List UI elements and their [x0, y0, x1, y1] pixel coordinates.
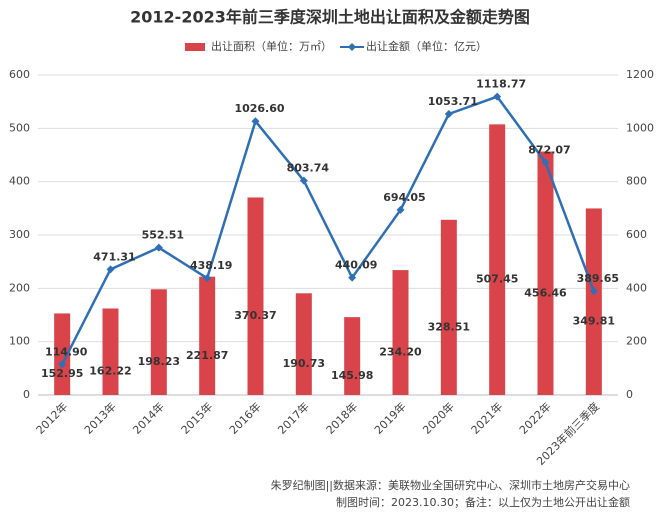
x-tick-label: 2021年: [468, 399, 505, 436]
line-marker: [444, 110, 453, 119]
bar-value-label: 456.46: [524, 286, 567, 299]
x-tick-label: 2014年: [130, 399, 167, 436]
bar: [440, 219, 457, 395]
line-value-label: 1053.71: [428, 95, 478, 108]
line-marker: [396, 205, 405, 214]
y2-tick-label: 0: [626, 388, 633, 401]
bar-value-label: 198.23: [138, 355, 180, 368]
y-tick-label: 200: [9, 281, 30, 294]
y-tick-label: 300: [9, 228, 30, 241]
line-value-label: 872.07: [528, 143, 570, 156]
y-tick-label: 500: [9, 121, 30, 134]
x-tick-label: 2018年: [323, 399, 360, 436]
footnote: 朱罗纪制图||数据来源：美联物业全国研究中心、深圳市土地房产交易中心: [271, 478, 630, 492]
line-value-label: 114.90: [45, 345, 88, 358]
line-value-label: 694.05: [383, 191, 425, 204]
y-tick-label: 600: [9, 68, 30, 81]
line: [61, 95, 596, 365]
y2-tick-label: 1200: [626, 68, 654, 81]
bar-value-label: 221.87: [186, 349, 228, 362]
x-tick-label: 2012年: [33, 399, 70, 436]
x-tick-label: 2013年: [81, 399, 118, 436]
line-marker: [203, 274, 212, 283]
y2-tick-label: 400: [626, 281, 647, 294]
y2-tick-label: 800: [626, 175, 647, 188]
line-value-label: 389.65: [577, 272, 619, 285]
bar: [585, 208, 602, 395]
line-marker: [589, 287, 598, 296]
bar: [489, 124, 506, 396]
bar: [102, 308, 119, 395]
line-marker: [348, 273, 357, 282]
bar-value-label: 328.51: [428, 320, 470, 333]
bar: [150, 289, 167, 395]
y-tick-label: 0: [23, 388, 30, 401]
x-tick-label: 2017年: [275, 399, 312, 436]
bar-value-label: 190.73: [283, 357, 325, 370]
bar: [392, 270, 409, 395]
y-tick-label: 100: [9, 335, 30, 348]
line-value-label: 1026.60: [234, 102, 284, 115]
line-value-label: 440.09: [335, 259, 377, 272]
line-value-label: 803.74: [287, 162, 330, 175]
line-marker: [251, 117, 260, 126]
bar-value-label: 349.81: [573, 315, 615, 328]
bar: [344, 317, 361, 395]
line-value-label: 438.19: [190, 259, 232, 272]
bar-value-label: 370.37: [234, 309, 276, 322]
x-tick-label: 2016年: [226, 399, 263, 436]
x-tick-label: 2019年: [371, 399, 408, 436]
legend-label: 出让金额（单位：亿元）: [366, 39, 487, 53]
bar: [247, 197, 264, 395]
legend-label: 出让面积（单位：万㎡）: [211, 39, 332, 53]
line-marker: [106, 265, 115, 274]
line-marker: [541, 158, 550, 167]
y2-tick-label: 600: [626, 228, 647, 241]
bar-value-label: 152.95: [41, 367, 83, 380]
x-tick-label: 2022年: [516, 399, 553, 436]
bar-value-label: 507.45: [476, 273, 518, 286]
line-marker: [493, 92, 502, 101]
bar: [54, 313, 71, 395]
line-value-label: 1118.77: [476, 78, 526, 91]
bar-value-label: 234.20: [379, 346, 422, 359]
line-marker: [58, 360, 67, 369]
bar: [295, 293, 312, 395]
x-tick-label: 2020年: [420, 399, 457, 436]
bar: [199, 276, 216, 395]
line-value-label: 552.51: [142, 229, 184, 242]
bar-value-label: 162.22: [89, 365, 131, 378]
x-tick-label: 2015年: [178, 399, 215, 436]
y2-tick-label: 200: [626, 335, 647, 348]
legend-swatch: [348, 43, 356, 51]
bar: [537, 151, 554, 395]
chart-title: 2012-2023年前三季度深圳土地出让面积及金额走势图: [130, 8, 530, 27]
footnote: 制图时间：2023.10.30；备注：以上仅为土地公开出让金额: [336, 495, 630, 509]
bar-value-label: 145.98: [331, 369, 373, 382]
line-value-label: 471.31: [93, 250, 135, 263]
legend-swatch: [185, 43, 205, 51]
y2-tick-label: 1000: [626, 121, 654, 134]
line-marker: [299, 176, 308, 185]
line-marker: [154, 243, 163, 252]
y-tick-label: 400: [9, 175, 30, 188]
